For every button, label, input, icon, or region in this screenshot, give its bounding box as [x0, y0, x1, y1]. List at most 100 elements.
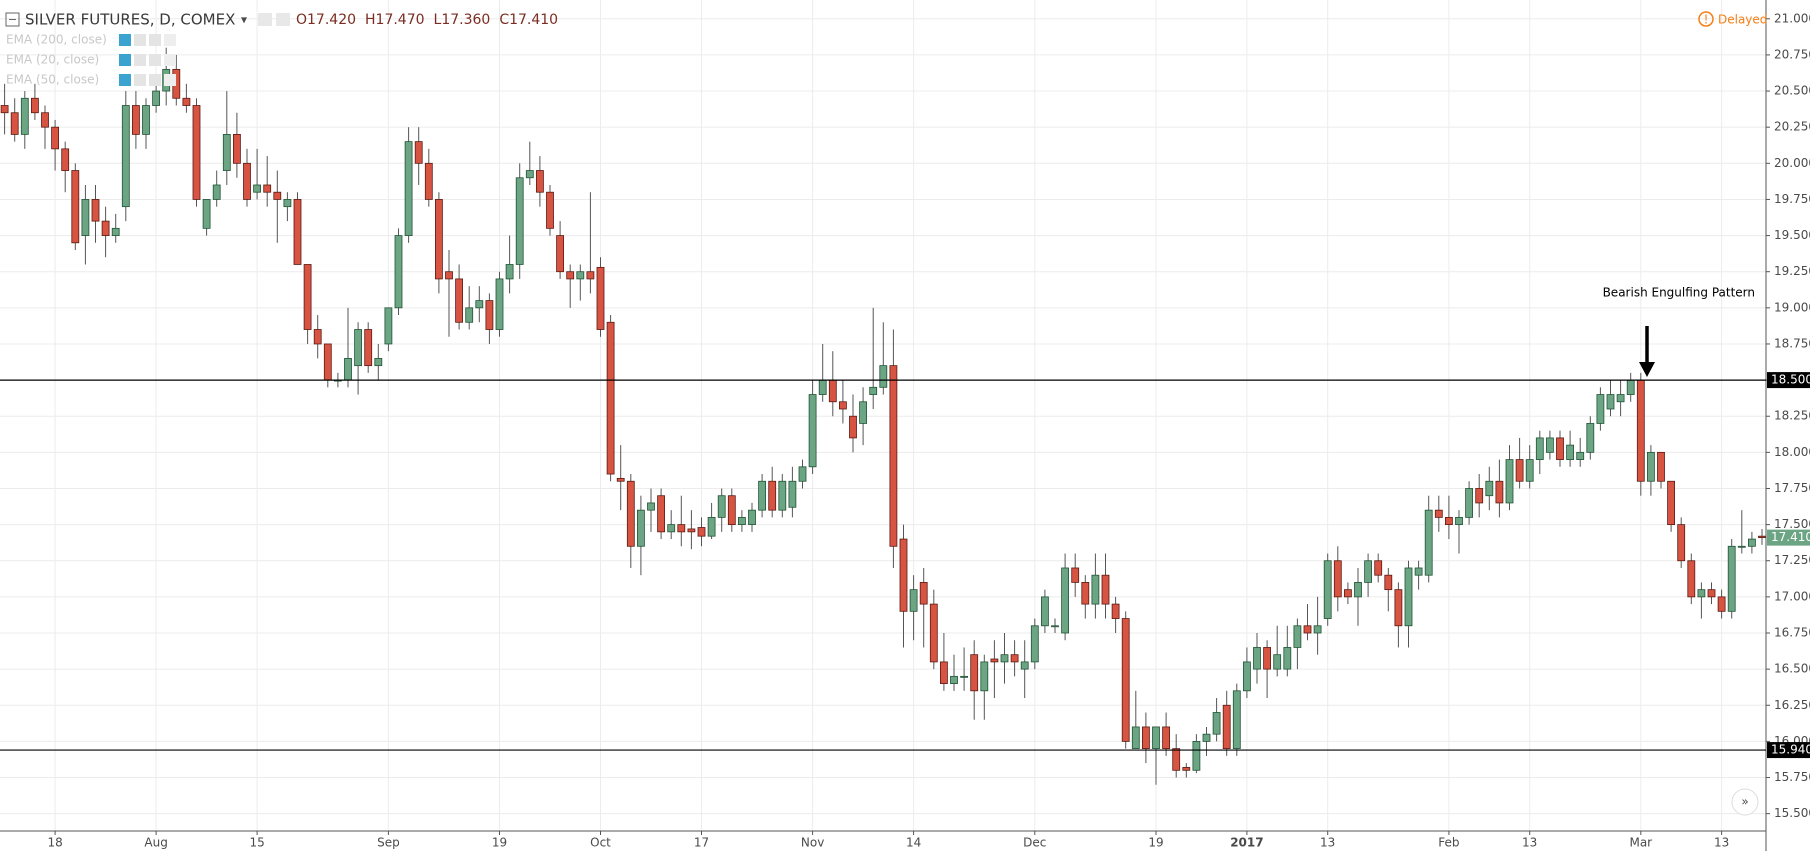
candle-body [414, 141, 423, 164]
candle-body [707, 516, 716, 537]
indicator-settings[interactable] [134, 74, 146, 86]
candle-body [465, 307, 474, 323]
x-tick-label: 19 [492, 836, 507, 850]
level-label-bg [1767, 372, 1810, 389]
candle-body [374, 358, 383, 367]
candle-body [1394, 589, 1403, 627]
candle-body [980, 661, 989, 692]
x-tick-label: 19 [1148, 836, 1163, 850]
candle-body [1212, 712, 1221, 735]
indicator-settings[interactable] [134, 34, 146, 46]
candle-body [1172, 748, 1181, 771]
candle-body [1243, 661, 1251, 692]
candle-body [283, 199, 292, 208]
candle-body [879, 365, 888, 388]
candle-body [1232, 690, 1241, 750]
candle-body [1273, 654, 1282, 670]
indicator-settings[interactable] [134, 54, 146, 66]
candle-body [1535, 437, 1544, 460]
candle-body [232, 134, 241, 164]
x-tick-label: Mar [1629, 836, 1652, 850]
x-tick-label: Feb [1438, 836, 1459, 850]
candle-body [869, 386, 878, 395]
indicator-visibility[interactable] [119, 74, 131, 86]
candle-body [1131, 726, 1140, 750]
candle-body [970, 654, 979, 692]
indicator-remove[interactable] [149, 54, 161, 66]
candle-body [30, 97, 39, 114]
indicator-label: EMA (50, close) [6, 73, 99, 87]
candle-body [131, 105, 140, 135]
candle-body [1000, 654, 1009, 663]
scroll-button[interactable] [1731, 788, 1759, 816]
settings-icon[interactable] [258, 13, 272, 26]
candle-body [1142, 726, 1150, 750]
candle-body [1192, 740, 1201, 771]
indicator-more[interactable] [164, 34, 176, 46]
candle-body [222, 134, 231, 171]
format-icon[interactable] [276, 13, 290, 26]
collapse-icon[interactable] [5, 12, 20, 27]
candle-body [61, 148, 70, 171]
candle-body [637, 509, 645, 547]
candle-body [434, 199, 443, 280]
candle-body [1374, 560, 1383, 576]
candle-body [1566, 444, 1574, 460]
candle-body [808, 394, 817, 468]
candle-body [950, 675, 958, 684]
y-tick-label: 19.250 [1774, 264, 1810, 278]
y-tick-label: 21.000 [1774, 11, 1810, 25]
y-tick-label: 15.750 [1774, 770, 1810, 784]
y-tick-label: 19.000 [1774, 300, 1810, 314]
candle-body [1677, 524, 1686, 562]
candles [0, 47, 1766, 785]
indicator-label: EMA (20, close) [6, 53, 99, 67]
indicator-more[interactable] [164, 54, 176, 66]
indicator-remove[interactable] [149, 74, 161, 86]
candle-body [940, 661, 948, 684]
candle-body [1121, 618, 1130, 742]
candle-body [1182, 767, 1191, 771]
y-tick-label: 20.250 [1774, 120, 1810, 134]
candle-body [727, 495, 736, 526]
indicator-label: EMA (200, close) [6, 33, 107, 47]
indicator-more[interactable] [164, 74, 176, 86]
ohlc-value: C17.410 [499, 12, 558, 28]
ohlc-value: H17.470 [365, 12, 425, 28]
delayed-status[interactable]: Delayed [1718, 13, 1767, 27]
dropdown-caret[interactable]: ▾ [241, 13, 247, 27]
last-price-label: 17.410 [1771, 530, 1810, 544]
level-label: 18.500 [1771, 373, 1810, 387]
candle-body [263, 184, 272, 193]
candle-body [243, 162, 251, 200]
candle-body [1636, 379, 1645, 482]
candle-body [758, 480, 766, 511]
candle-body [566, 271, 575, 280]
candle-body [394, 235, 403, 309]
indicator-remove[interactable] [149, 34, 161, 46]
indicator-visibility[interactable] [119, 34, 131, 46]
candle-body [1152, 726, 1160, 750]
candle-body [41, 112, 49, 128]
indicator-visibility[interactable] [119, 54, 131, 66]
y-tick-label: 17.250 [1774, 553, 1810, 567]
candle-body [1404, 567, 1413, 627]
candle-body [828, 379, 837, 403]
y-tick-label: 17.000 [1774, 589, 1810, 603]
candle-body [1253, 647, 1261, 670]
candle-body [212, 184, 221, 200]
candle-body [1202, 733, 1211, 742]
x-tick-label: 13 [1320, 836, 1335, 850]
candle-body [192, 105, 201, 200]
level-label: 15.940 [1771, 743, 1810, 757]
candle-body [1525, 459, 1534, 482]
candle-body [1344, 589, 1352, 598]
candle-body [1505, 459, 1514, 504]
candle-body [1030, 625, 1039, 663]
x-tick-label: 2017 [1230, 836, 1263, 850]
candle-body [909, 589, 918, 612]
candle-body [1556, 437, 1564, 460]
candle-body [1445, 516, 1453, 526]
